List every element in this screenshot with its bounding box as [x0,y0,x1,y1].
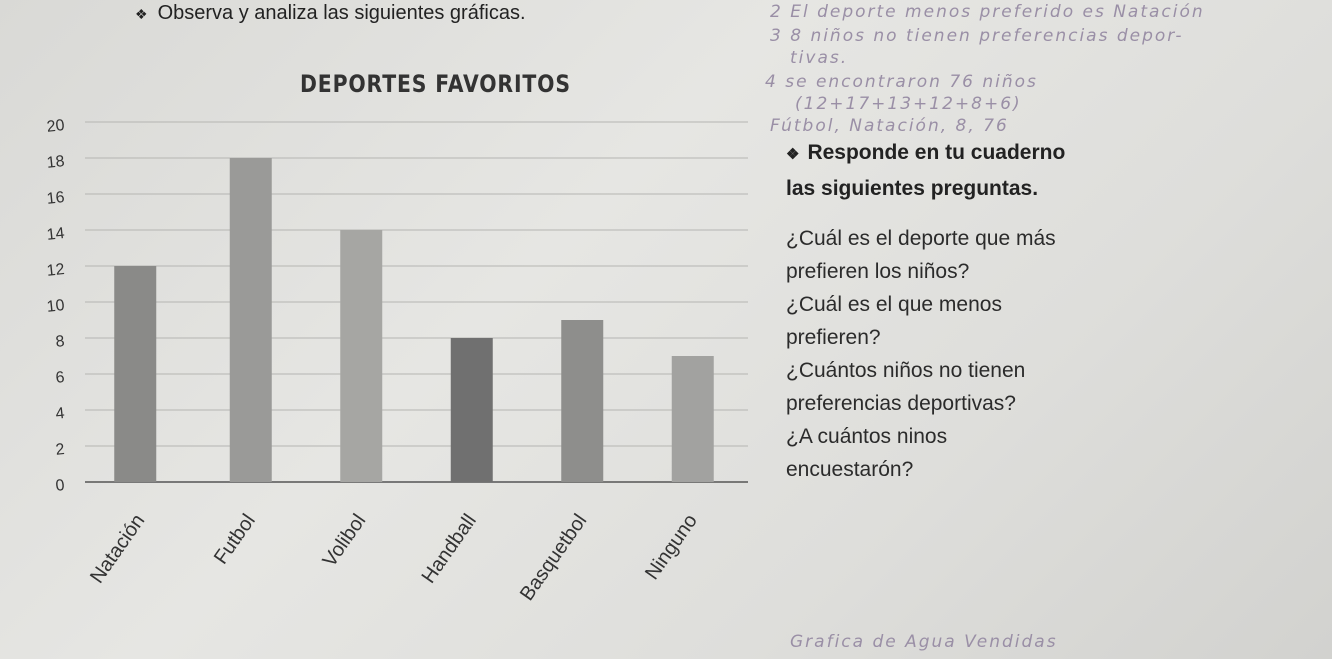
bar [114,266,157,482]
bar [229,158,272,482]
bar [450,338,493,482]
chart-title: DEPORTES FAVORITOS [300,70,571,98]
handwritten-note-3: tivas. [790,48,849,68]
question-2-line2: prefieren? [786,326,881,349]
x-category-label: Futbol [210,510,260,568]
question-4-line2: encuestarón? [786,458,914,481]
diamond-bullet-icon: ❖ [786,146,800,163]
questions-heading-line2: las siguientes preguntas. [786,177,1039,200]
diamond-bullet-icon: ❖ [135,6,148,22]
y-tick-label: 16 [46,189,66,208]
y-tick-label: 18 [46,153,66,172]
handwritten-note-5: (12+17+13+12+8+6) [795,94,1022,114]
y-tick-label: 10 [46,297,66,316]
question-2-line1: ¿Cuál es el que menos [786,293,1002,316]
question-3-line2: preferencias deportivas? [786,392,1016,415]
question-1-line1: ¿Cuál es el deporte que más [786,227,1056,250]
bar [561,320,604,482]
y-tick-label: 2 [55,441,66,459]
x-category-label: Volibol [319,510,371,571]
y-tick-label: 12 [46,261,66,280]
instruction-text: Observa y analiza las siguientes gráfica… [157,2,526,24]
y-tick-label: 20 [46,117,66,136]
question-3-line1: ¿Cuántos niños no tienen [786,359,1026,382]
y-tick-label: 4 [55,405,66,423]
y-tick-label: 0 [55,477,66,495]
questions-block: ❖ Responde en tu cuaderno las siguientes … [786,136,1206,486]
handwritten-note-2: 3 8 niños no tienen preferencias depor- [770,26,1184,46]
handwritten-note-7: Grafica de Agua Vendidas [790,632,1058,652]
bar [671,356,714,482]
question-1-line2: prefieren los niños? [786,260,970,283]
y-tick-label: 8 [55,333,66,351]
y-tick-label: 14 [46,225,66,244]
x-category-label: Natación [86,510,149,587]
questions-heading-line1: ❖ Responde en tu cuaderno [786,141,1066,164]
question-4-line1: ¿A cuántos ninos [786,425,948,448]
handwritten-note-6: Fútbol, Natación, 8, 76 [770,116,1009,136]
handwritten-note-1: 2 El deporte menos preferido es Natación [770,2,1205,22]
x-category-label: Basquetbol [516,510,591,605]
bar-chart: 0 2 4 6 8 10 12 14 16 18 20 Natación Futbol Volibol Ha… [46,117,748,605]
x-category-label: Handball [418,510,481,587]
bar [340,230,383,482]
instruction-header: ❖ Observa y analiza las siguientes gráfic… [135,2,526,25]
handwritten-note-4: 4 se encontraron 76 niños [765,72,1038,92]
y-tick-label: 6 [55,369,66,387]
x-category-label: Ninguno [641,510,702,584]
